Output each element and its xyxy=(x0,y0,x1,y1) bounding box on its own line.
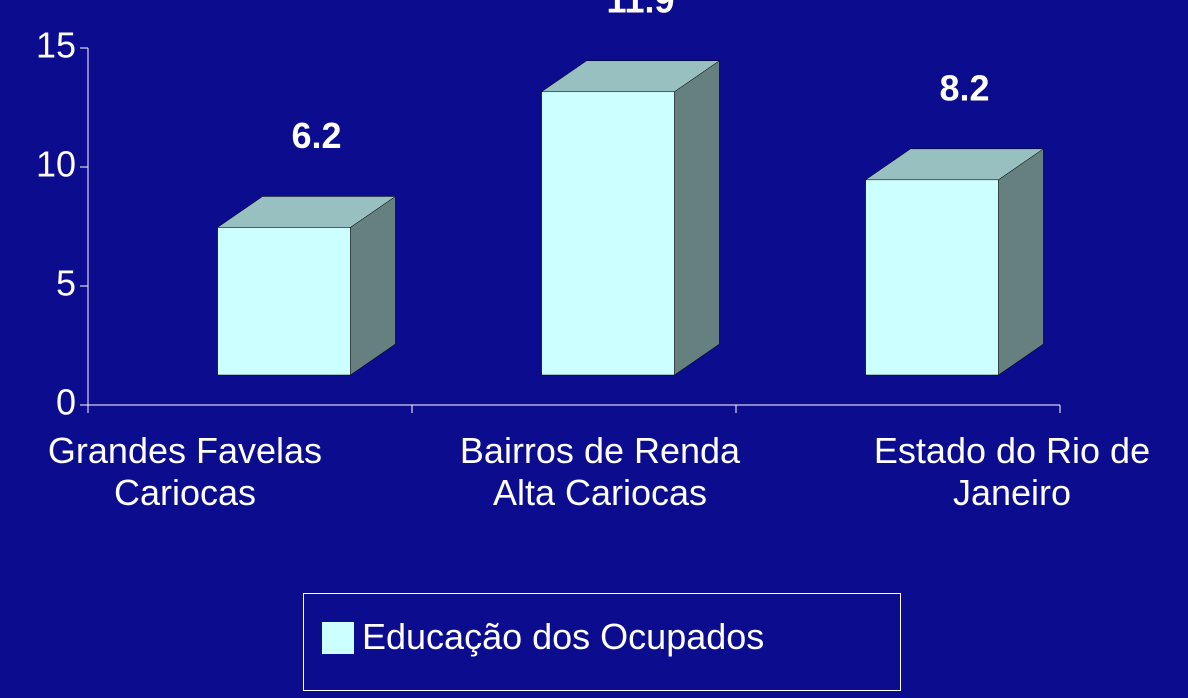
y-tick-label: 10 xyxy=(36,144,76,185)
legend-label: Educação dos Ocupados xyxy=(362,616,765,657)
bar-face xyxy=(350,195,396,376)
value-label: 6.2 xyxy=(291,115,341,156)
bar xyxy=(864,148,1045,376)
bar xyxy=(216,195,397,376)
bar xyxy=(540,60,721,376)
x-tick-label: Estado do Rio de Janeiro xyxy=(873,430,1151,513)
bar-face xyxy=(541,91,675,376)
bar-face xyxy=(217,227,351,376)
value-label: 8.2 xyxy=(939,67,989,108)
legend-swatch xyxy=(322,622,354,654)
bar-face xyxy=(865,179,999,376)
x-tick-label: Grandes Favelas Cariocas xyxy=(47,430,323,513)
legend: Educação dos Ocupados xyxy=(303,593,901,691)
x-tick-label: Bairros de Renda Alta Cariocas xyxy=(459,430,741,513)
y-tick-label: 15 xyxy=(36,25,76,66)
y-tick-label: 0 xyxy=(56,382,76,423)
value-label: 11.9 xyxy=(606,0,674,20)
y-tick-label: 5 xyxy=(56,263,76,304)
bar-face xyxy=(674,60,720,376)
bar-face xyxy=(998,148,1044,376)
